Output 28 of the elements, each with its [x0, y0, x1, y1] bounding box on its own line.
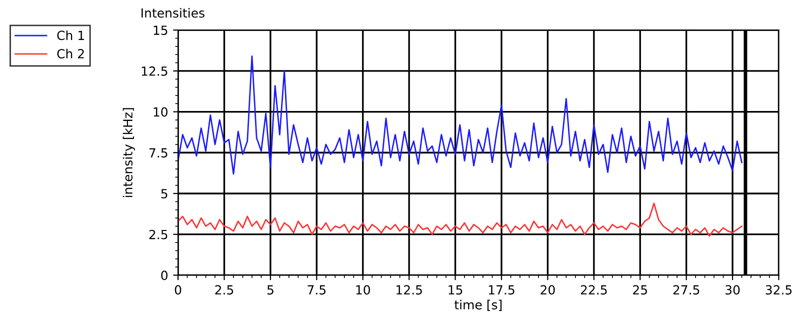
y-tick-label: 15	[154, 26, 168, 36]
y-tick-label: 7.5	[149, 148, 168, 158]
chart-title: Intensities	[142, 8, 204, 18]
x-tick-label: 15	[448, 285, 462, 295]
x-tick-label: 5	[267, 285, 274, 295]
x-tick-label: 32.5	[766, 285, 792, 295]
x-tick-label: 17.5	[488, 285, 514, 295]
y-tick-label: 2.5	[149, 230, 168, 240]
y-tick-label: 12.5	[142, 66, 168, 76]
x-tick-label: 20	[540, 285, 555, 295]
x-tick-label: 30	[726, 285, 740, 295]
x-tick-label: 0	[174, 285, 182, 295]
y-tick-label: 10	[154, 107, 168, 117]
y-axis-title: intensity [kHz]	[122, 108, 135, 198]
x-tick-label: 7.5	[308, 285, 326, 295]
legend-label: Ch 2	[57, 48, 84, 58]
x-tick-label: 22.5	[580, 285, 607, 295]
y-tick-label: 5	[161, 189, 168, 198]
x-tick-label: 2.5	[215, 285, 234, 295]
line-series	[178, 202, 742, 237]
x-tick-label: 25	[633, 285, 647, 295]
line-series	[178, 56, 742, 175]
x-tick-label: 10	[356, 285, 370, 295]
y-tick-label: 0	[161, 270, 168, 280]
x-tick-label: 12.5	[396, 285, 422, 295]
legend-label: Ch 1	[57, 30, 84, 40]
x-axis-title: time [s]	[454, 300, 502, 311]
x-tick-label: 27.5	[673, 285, 700, 295]
